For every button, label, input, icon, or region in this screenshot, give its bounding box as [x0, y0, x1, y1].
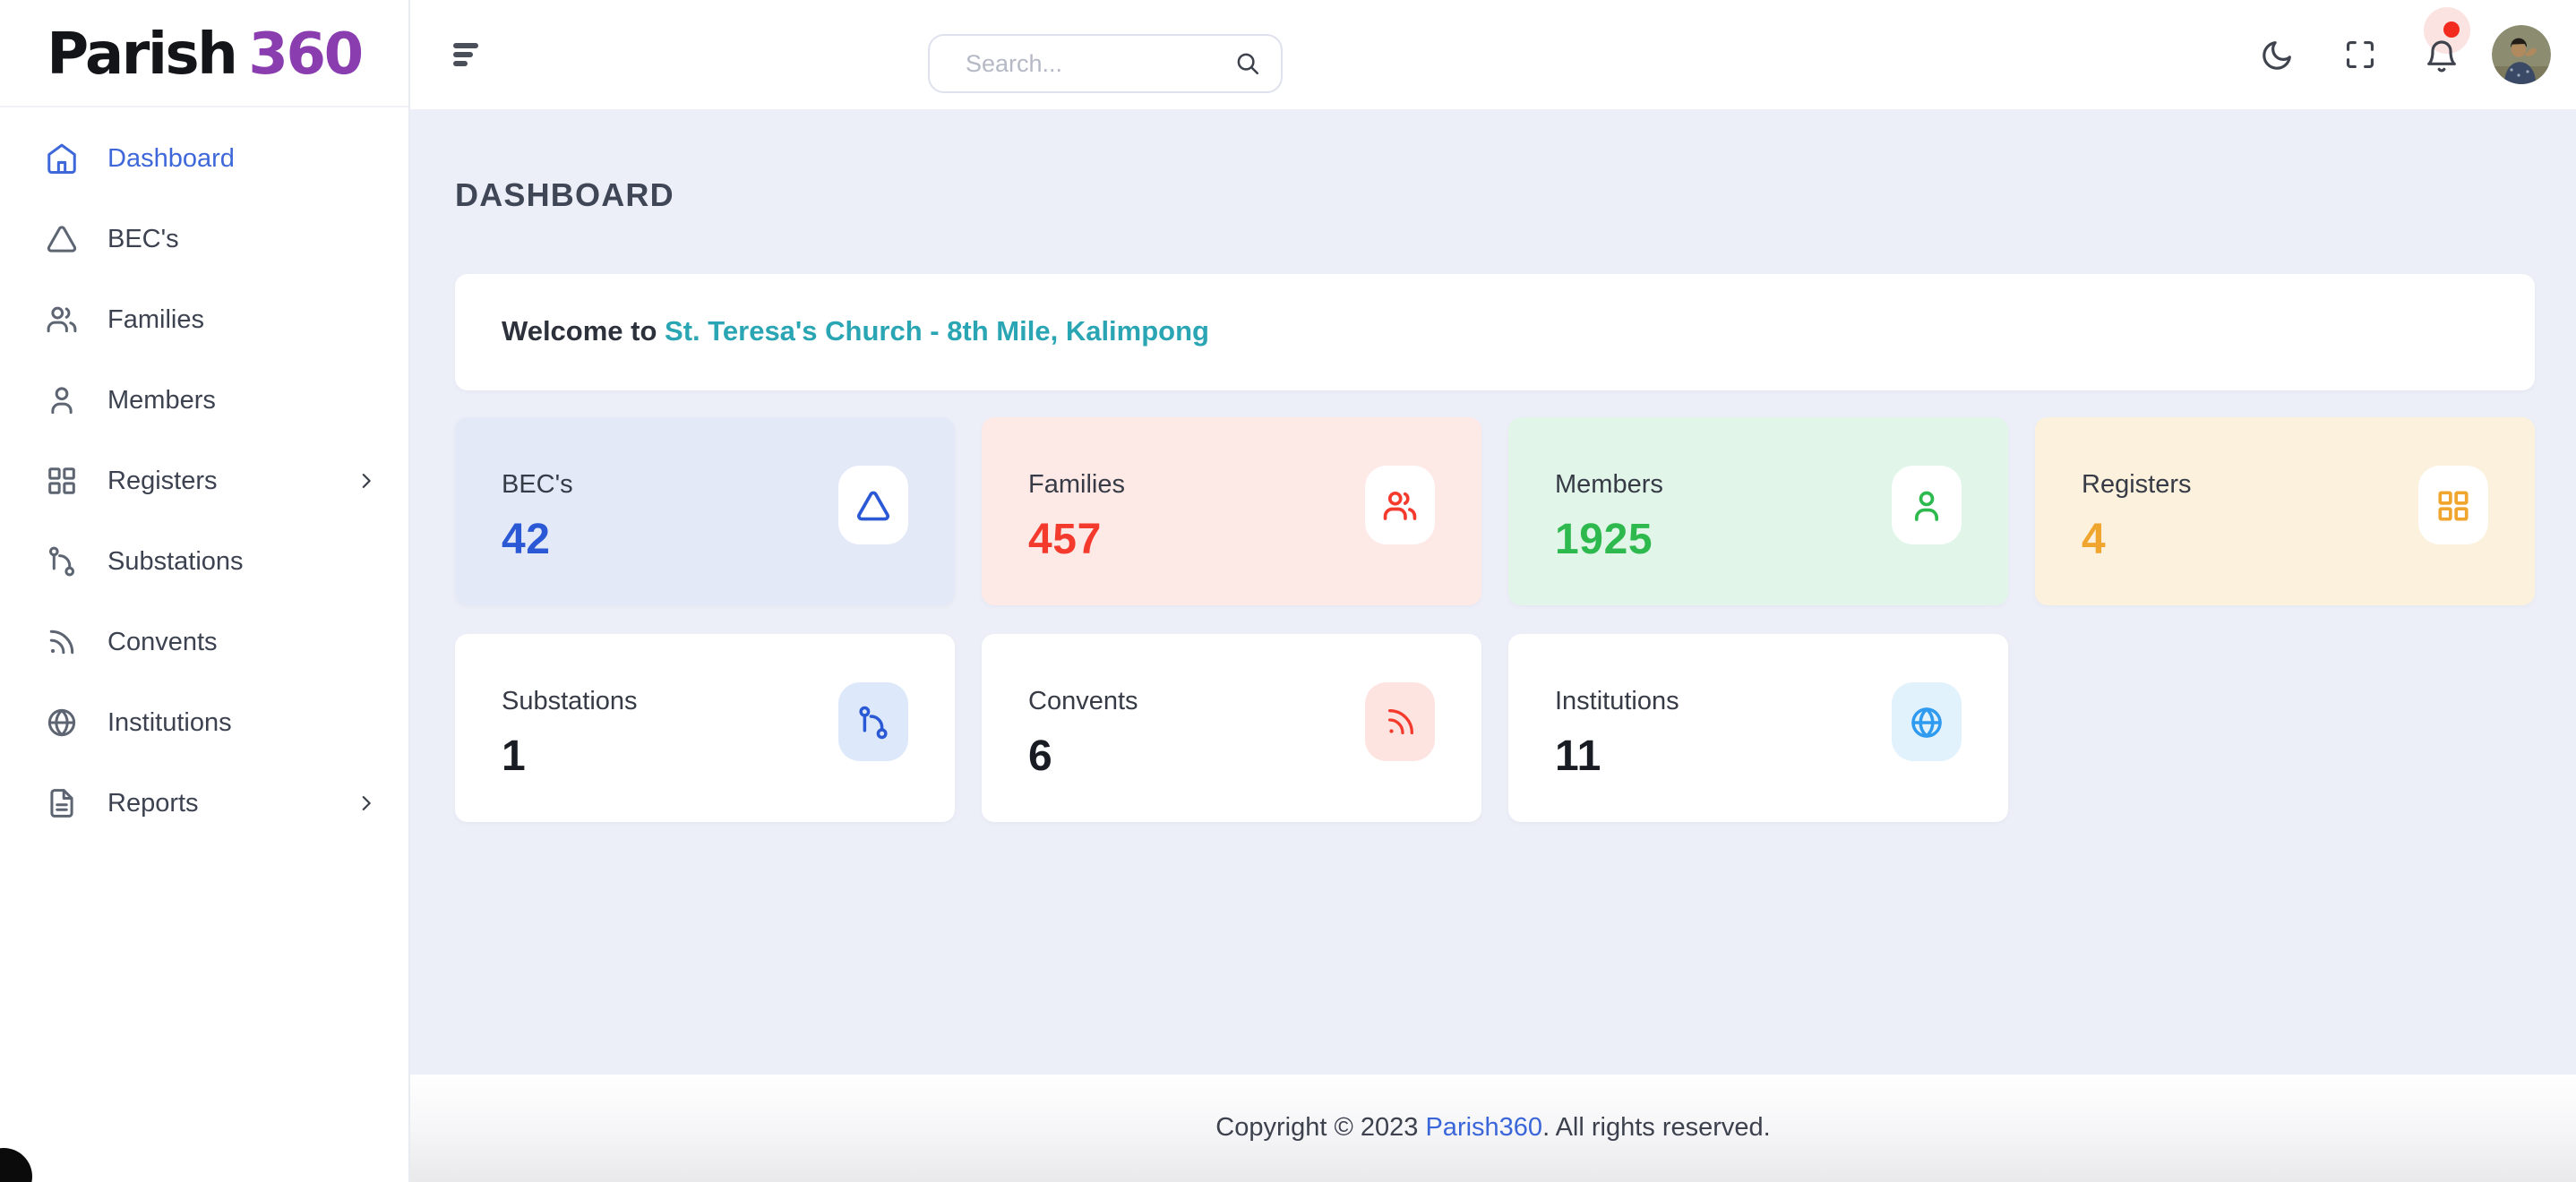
- sidebar-item-members[interactable]: Members: [0, 360, 408, 441]
- sidebar: Parish 360 Dashboard BEC's Families: [0, 0, 410, 1182]
- footer: Copyright © 2023 Parish360. All rights r…: [410, 1075, 2576, 1182]
- sidebar-item-families[interactable]: Families: [0, 279, 408, 360]
- menu-icon[interactable]: [453, 39, 482, 70]
- sidebar-item-label: Convents: [107, 628, 218, 656]
- avatar[interactable]: [2492, 25, 2551, 84]
- stat-value: 1: [502, 732, 527, 781]
- stat-label: Registers: [2082, 471, 2192, 500]
- sidebar-item-institutions[interactable]: Institutions: [0, 682, 408, 763]
- sidebar-item-label: Substations: [107, 547, 244, 576]
- stat-label: Convents: [1028, 688, 1138, 716]
- stat-value: 11: [1555, 732, 1601, 781]
- sidebar-item-label: Families: [107, 305, 204, 334]
- sidebar-item-reports[interactable]: Reports: [0, 763, 408, 844]
- home-icon: [45, 141, 79, 176]
- copyright-suffix: . All rights reserved.: [1542, 1114, 1771, 1143]
- welcome-text: Welcome to St. Teresa's Church - 8th Mil…: [502, 316, 1209, 348]
- brand-accent: 360: [248, 19, 364, 87]
- stat-label: Institutions: [1555, 688, 1679, 716]
- sidebar-item-label: Reports: [107, 789, 199, 818]
- brand-name: Parish: [47, 19, 238, 87]
- sidebar-item-registers[interactable]: Registers: [0, 441, 408, 521]
- users-icon: [1365, 466, 1435, 544]
- chevron-right-icon: [356, 471, 376, 491]
- copyright-prefix: Copyright © 2023: [1215, 1114, 1426, 1143]
- grid-icon: [45, 464, 79, 498]
- globe-icon: [45, 706, 79, 740]
- fullscreen-icon[interactable]: [2318, 13, 2400, 96]
- notification-dot: [2443, 21, 2460, 37]
- stat-card-substations[interactable]: Substations 1: [455, 634, 955, 822]
- stat-card-institutions[interactable]: Institutions 11: [1508, 634, 2008, 822]
- sidebar-item-label: Members: [107, 386, 216, 415]
- user-icon: [1892, 466, 1962, 544]
- stat-value: 6: [1028, 732, 1053, 781]
- topbar-actions: [2236, 0, 2576, 109]
- page-title: DASHBOARD: [455, 177, 674, 213]
- branch-icon: [838, 682, 908, 761]
- sidebar-item-becs[interactable]: BEC's: [0, 199, 408, 279]
- footer-brand-link[interactable]: Parish360: [1425, 1114, 1543, 1143]
- brand-logo[interactable]: Parish 360: [0, 0, 408, 107]
- stat-value: 4: [2082, 516, 2107, 564]
- stat-label: Families: [1028, 471, 1125, 500]
- stat-card-registers[interactable]: Registers 4: [2035, 417, 2535, 605]
- sidebar-item-label: BEC's: [107, 225, 179, 253]
- chevron-right-icon: [356, 793, 376, 813]
- church-link[interactable]: St. Teresa's Church - 8th Mile, Kalimpon…: [665, 316, 1209, 347]
- stat-label: Members: [1555, 471, 1663, 500]
- users-icon: [45, 303, 79, 337]
- user-icon: [45, 383, 79, 417]
- rss-icon: [1365, 682, 1435, 761]
- stat-card-becs[interactable]: BEC's 42: [455, 417, 955, 605]
- stat-value: 42: [502, 516, 551, 564]
- rss-icon: [45, 625, 79, 659]
- stat-label: Substations: [502, 688, 638, 716]
- stat-card-families[interactable]: Families 457: [982, 417, 1481, 605]
- moon-icon[interactable]: [2236, 13, 2318, 96]
- welcome-prefix: Welcome to: [502, 316, 657, 347]
- stat-card-members[interactable]: Members 1925: [1508, 417, 2008, 605]
- stat-value: 1925: [1555, 516, 1653, 564]
- bell-icon[interactable]: [2400, 6, 2483, 96]
- report-icon: [45, 786, 79, 820]
- stat-card-convents[interactable]: Convents 6: [982, 634, 1481, 822]
- globe-icon: [1892, 682, 1962, 761]
- main-content: DASHBOARD Welcome to St. Teresa's Church…: [410, 109, 2576, 1075]
- sidebar-item-dashboard[interactable]: Dashboard: [0, 118, 408, 199]
- copyright-text: Copyright © 2023 Parish360. All rights r…: [1215, 1114, 1770, 1143]
- triangle-icon: [45, 222, 79, 256]
- stat-value: 457: [1028, 516, 1102, 564]
- branch-icon: [45, 544, 79, 578]
- search-input[interactable]: [928, 34, 1283, 93]
- topbar: [410, 0, 2576, 109]
- search-icon[interactable]: [1234, 50, 1261, 77]
- sidebar-item-label: Institutions: [107, 708, 232, 737]
- sidebar-item-label: Dashboard: [107, 144, 235, 173]
- sidebar-item-convents[interactable]: Convents: [0, 602, 408, 682]
- stat-label: BEC's: [502, 471, 573, 500]
- triangle-icon: [838, 466, 908, 544]
- stats-grid: BEC's 42 Families 457 Members 1925: [455, 417, 2535, 822]
- welcome-card: Welcome to St. Teresa's Church - 8th Mil…: [455, 274, 2535, 390]
- sidebar-menu: Dashboard BEC's Families Members: [0, 107, 408, 844]
- search-box: [928, 34, 1283, 93]
- sidebar-item-substations[interactable]: Substations: [0, 521, 408, 602]
- grid-icon: [2418, 466, 2488, 544]
- sidebar-item-label: Registers: [107, 467, 218, 495]
